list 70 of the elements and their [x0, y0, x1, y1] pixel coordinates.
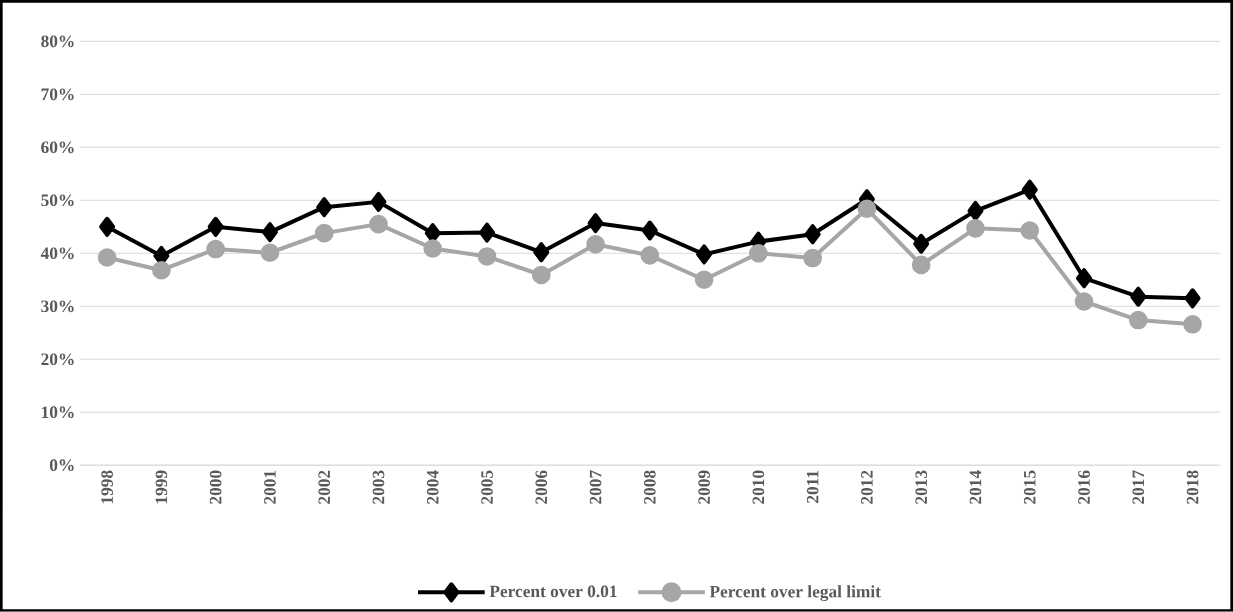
x-tick-label: 2013 — [915, 470, 928, 504]
x-tick-label: 2001 — [264, 470, 276, 504]
point — [586, 235, 605, 254]
y-tick-label: 60% — [41, 141, 74, 154]
x-tick-label: 2010 — [752, 470, 765, 504]
point — [1076, 268, 1093, 289]
y-tick-label: 80% — [41, 35, 74, 48]
point — [369, 214, 388, 234]
x-tick-label: 2012 — [861, 470, 873, 504]
x-tick-label: 2009 — [698, 470, 710, 504]
x-tick-label: 1999 — [155, 470, 168, 504]
point — [207, 216, 224, 237]
point — [314, 223, 334, 243]
point — [967, 200, 984, 221]
point — [261, 222, 278, 243]
point — [1020, 221, 1040, 240]
point — [1128, 310, 1148, 330]
x-tick-label: 2017 — [1132, 470, 1145, 504]
y-tick-label: 0% — [49, 459, 74, 472]
y-tick-label: 70% — [41, 88, 74, 101]
point — [370, 191, 387, 212]
point — [97, 248, 117, 267]
y-tick-label: 40% — [40, 247, 74, 260]
y-tick-label: 10% — [41, 406, 74, 419]
x-tick-label: 2006 — [535, 470, 548, 504]
point — [696, 244, 713, 265]
point — [477, 247, 497, 266]
y-tick-label: 50% — [41, 194, 74, 207]
point — [1183, 315, 1202, 334]
point — [966, 219, 985, 238]
point — [260, 243, 280, 263]
legend-label: Percent over 0.01 — [489, 585, 617, 598]
point — [911, 255, 931, 275]
point — [152, 260, 171, 280]
point — [804, 224, 821, 245]
point — [479, 222, 496, 243]
x-tick-label: 2007 — [589, 470, 602, 504]
point — [1130, 286, 1147, 307]
point — [423, 239, 443, 258]
point — [749, 244, 768, 263]
x-tick-label: 2015 — [1023, 470, 1036, 504]
x-tick-label: 2008 — [643, 470, 656, 504]
point — [531, 265, 551, 285]
point — [206, 239, 225, 259]
point — [1021, 179, 1038, 200]
x-tick-label: 2002 — [318, 470, 331, 504]
point — [640, 246, 660, 265]
x-tick-label: 2003 — [372, 470, 385, 504]
point — [316, 197, 333, 218]
y-tick-label: 20% — [41, 353, 74, 366]
x-tick-label: 2014 — [969, 470, 982, 504]
point — [587, 213, 604, 234]
point — [533, 242, 550, 263]
point — [857, 199, 877, 219]
x-tick-label: 2011 — [806, 470, 819, 503]
x-tick-label: 1998 — [101, 470, 113, 504]
x-tick-label: 2016 — [1078, 470, 1090, 504]
point — [641, 220, 658, 241]
point — [803, 248, 822, 268]
point — [1184, 288, 1201, 309]
legend-label: Percent over legal limit — [709, 585, 881, 602]
point — [1074, 292, 1094, 311]
x-tick-label: 2004 — [426, 470, 439, 504]
point — [694, 270, 714, 290]
y-tick-label: 30% — [41, 300, 74, 313]
x-tick-label: 2000 — [209, 470, 222, 504]
point — [913, 233, 930, 254]
x-tick-label: 2018 — [1186, 470, 1199, 504]
x-tick-label: 2005 — [481, 470, 493, 504]
point — [99, 216, 116, 237]
